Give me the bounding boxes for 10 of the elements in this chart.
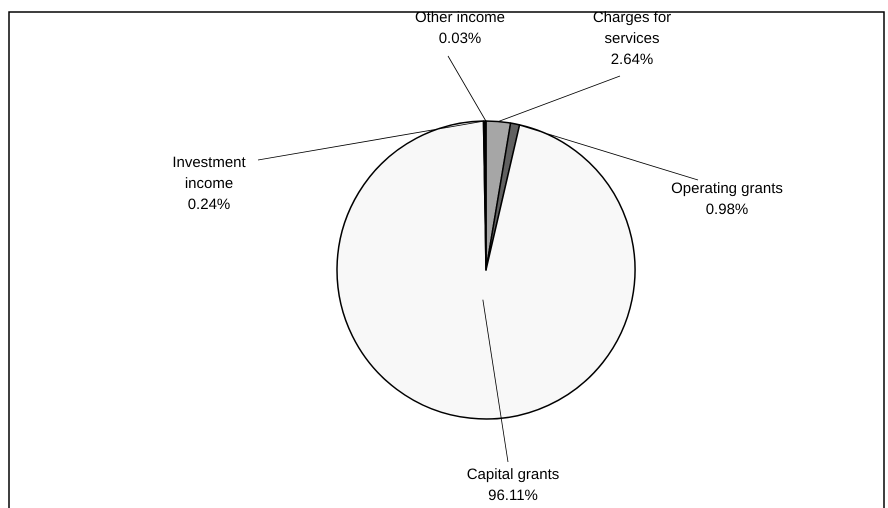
data-label: 96.11% [488,487,538,504]
slice-label: Charges for services [592,9,672,47]
slice-label: Capital grants [466,466,560,483]
slice-label: Investment income [172,154,247,192]
data-label: 0.98% [706,201,748,218]
slice-label: Other income [414,9,506,26]
slice-label: Operating grants [671,180,783,197]
data-label: 2.64% [610,51,654,68]
data-label: 0.24% [188,196,230,213]
data-label: 0.03% [438,30,482,47]
